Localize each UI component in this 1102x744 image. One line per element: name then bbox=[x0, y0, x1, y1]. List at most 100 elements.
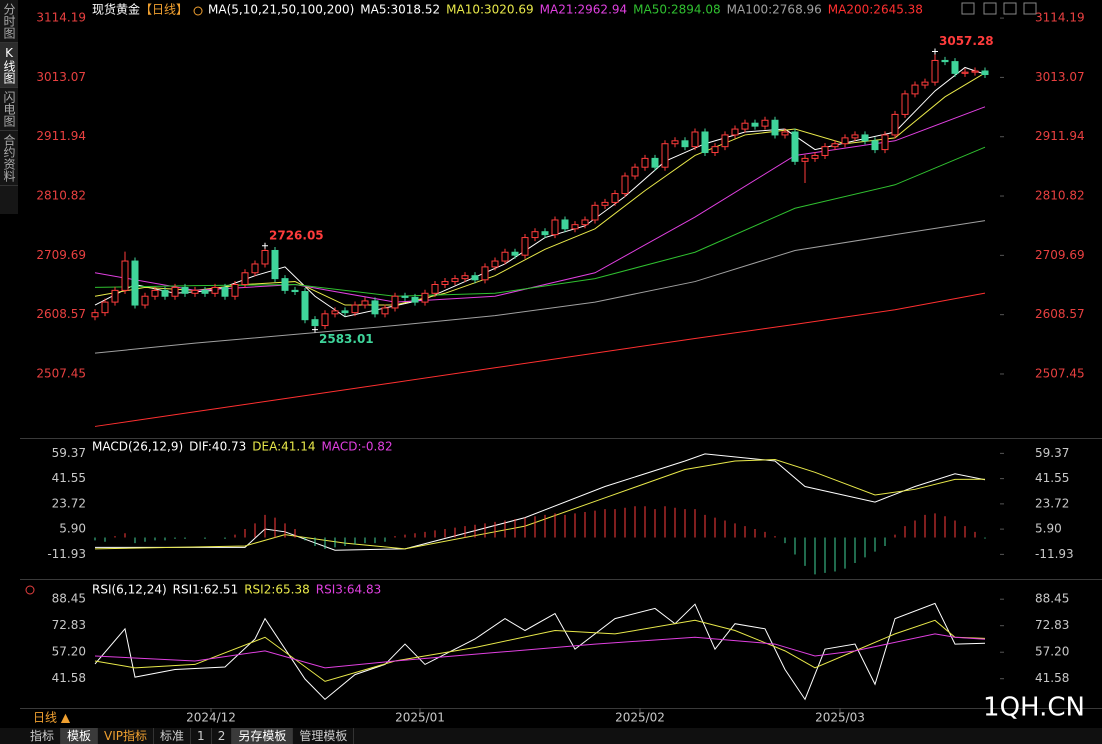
bottom-tab[interactable]: 1 bbox=[191, 728, 212, 744]
period-tag: 【日线】 bbox=[140, 3, 188, 17]
legend-entry: MACD:-0.82 bbox=[322, 440, 393, 454]
window-button[interactable] bbox=[983, 2, 997, 15]
window-button[interactable] bbox=[1023, 2, 1037, 15]
candle-body bbox=[831, 143, 839, 148]
candle-body bbox=[311, 319, 319, 327]
add-icon bbox=[193, 6, 203, 16]
y-tick-label: 23.72 bbox=[52, 496, 86, 510]
candle-body bbox=[981, 70, 989, 76]
y-tick-label: 88.45 bbox=[1035, 592, 1069, 606]
y-tick-label: 72.83 bbox=[52, 618, 86, 632]
bottom-tab[interactable]: 标准 bbox=[154, 728, 192, 744]
bottom-tab[interactable]: VIP指标 bbox=[98, 728, 155, 744]
candle-body bbox=[351, 304, 359, 314]
candle-body bbox=[161, 289, 169, 297]
candle-body bbox=[761, 119, 769, 127]
candle-body bbox=[581, 219, 589, 226]
candle-body bbox=[281, 278, 289, 291]
candle-body bbox=[391, 295, 399, 309]
y-tick-label: 2507.45 bbox=[1035, 366, 1085, 380]
y-tick-label: 2911.94 bbox=[1035, 129, 1085, 143]
window-button[interactable] bbox=[961, 2, 975, 15]
window-controls[interactable] bbox=[961, 2, 1037, 15]
y-tick-label: 2810.82 bbox=[36, 189, 86, 203]
candle-body bbox=[481, 266, 489, 281]
candle-body bbox=[811, 154, 819, 159]
candle-body bbox=[861, 134, 869, 142]
indicator-label: MA(5,10,21,50,100,200) bbox=[208, 3, 354, 17]
period-label[interactable]: 日线 ▲ bbox=[33, 711, 71, 725]
candle-body bbox=[651, 157, 659, 168]
candle-body bbox=[771, 119, 779, 136]
candle-body bbox=[731, 128, 739, 136]
bottom-tab[interactable]: 2 bbox=[212, 728, 233, 744]
candle-body bbox=[661, 143, 669, 168]
legend-entry: DIF:40.73 bbox=[189, 440, 246, 454]
bottom-tab[interactable]: 指标 bbox=[24, 728, 62, 744]
candle-body bbox=[301, 291, 309, 321]
y-tick-label: 2911.94 bbox=[36, 129, 86, 143]
candle-body bbox=[801, 157, 809, 162]
window-button[interactable] bbox=[1003, 2, 1017, 15]
y-tick-label: 2810.82 bbox=[1035, 189, 1085, 203]
x-tick-label: 2025/03 bbox=[815, 711, 865, 725]
y-tick-label: 59.37 bbox=[52, 446, 86, 460]
candle-body bbox=[381, 307, 389, 315]
legend-entry: RSI3:64.83 bbox=[316, 583, 382, 597]
y-tick-label: 23.72 bbox=[1035, 496, 1069, 510]
candle-body bbox=[741, 122, 749, 130]
side-tab[interactable]: 分时图 bbox=[0, 0, 18, 43]
extreme-label: 3057.28 bbox=[939, 34, 994, 48]
candle-body bbox=[491, 260, 499, 268]
side-tab[interactable]: 合约资料 bbox=[0, 131, 18, 186]
x-tick-label: 2025/02 bbox=[615, 711, 665, 725]
candle-body bbox=[211, 286, 219, 294]
candle-body bbox=[561, 219, 569, 230]
extreme-marker bbox=[312, 326, 318, 333]
candle-body bbox=[111, 289, 119, 303]
y-tick-label: 57.20 bbox=[1035, 645, 1069, 659]
y-tick-label: 5.90 bbox=[1035, 522, 1062, 536]
candle-body bbox=[781, 131, 789, 136]
candle-body bbox=[521, 237, 529, 256]
y-tick-label: 88.45 bbox=[52, 592, 86, 606]
candle-body bbox=[361, 300, 369, 306]
y-tick-label: 2608.57 bbox=[1035, 307, 1085, 321]
x-tick-label: 2025/01 bbox=[395, 711, 445, 725]
side-tab[interactable]: 闪电图 bbox=[0, 88, 18, 131]
chart-title: RSI(6,12,24) bbox=[92, 583, 167, 597]
y-tick-label: 3013.07 bbox=[1035, 70, 1085, 84]
indicator-line bbox=[94, 619, 986, 682]
bottom-tab[interactable]: 模板 bbox=[61, 728, 99, 744]
candle-body bbox=[711, 146, 719, 154]
y-tick-label: 59.37 bbox=[1035, 446, 1069, 460]
candle-body bbox=[891, 113, 899, 136]
legend-entry: RSI2:65.38 bbox=[244, 583, 310, 597]
side-tab[interactable]: K线图 bbox=[0, 43, 18, 88]
candle-body bbox=[511, 251, 519, 256]
legend-entry: MA100:2768.96 bbox=[727, 3, 822, 17]
candle-body bbox=[841, 137, 849, 145]
candle-body bbox=[251, 263, 259, 274]
extreme-label: 2726.05 bbox=[269, 228, 324, 242]
y-tick-label: 2608.57 bbox=[36, 307, 86, 321]
extreme-marker bbox=[932, 48, 938, 55]
settings-icon[interactable] bbox=[25, 585, 35, 595]
legend-entry: MA5:3018.52 bbox=[360, 3, 440, 17]
candle-body bbox=[551, 219, 559, 236]
candle-body bbox=[321, 313, 329, 327]
y-tick-label: 41.55 bbox=[1035, 471, 1069, 485]
candle-body bbox=[231, 283, 239, 297]
indicator-line bbox=[94, 633, 986, 669]
background bbox=[0, 0, 1102, 728]
candle-body bbox=[171, 286, 179, 297]
y-tick-label: 2507.45 bbox=[36, 366, 86, 380]
y-tick-label: 3114.19 bbox=[36, 11, 86, 25]
candle-body bbox=[291, 289, 299, 293]
candle-body bbox=[621, 175, 629, 195]
candle-body bbox=[571, 224, 579, 230]
bottom-tab[interactable]: 管理模板 bbox=[293, 728, 355, 744]
candle-body bbox=[451, 278, 459, 283]
bottom-tab[interactable]: 另存模板 bbox=[232, 728, 294, 744]
